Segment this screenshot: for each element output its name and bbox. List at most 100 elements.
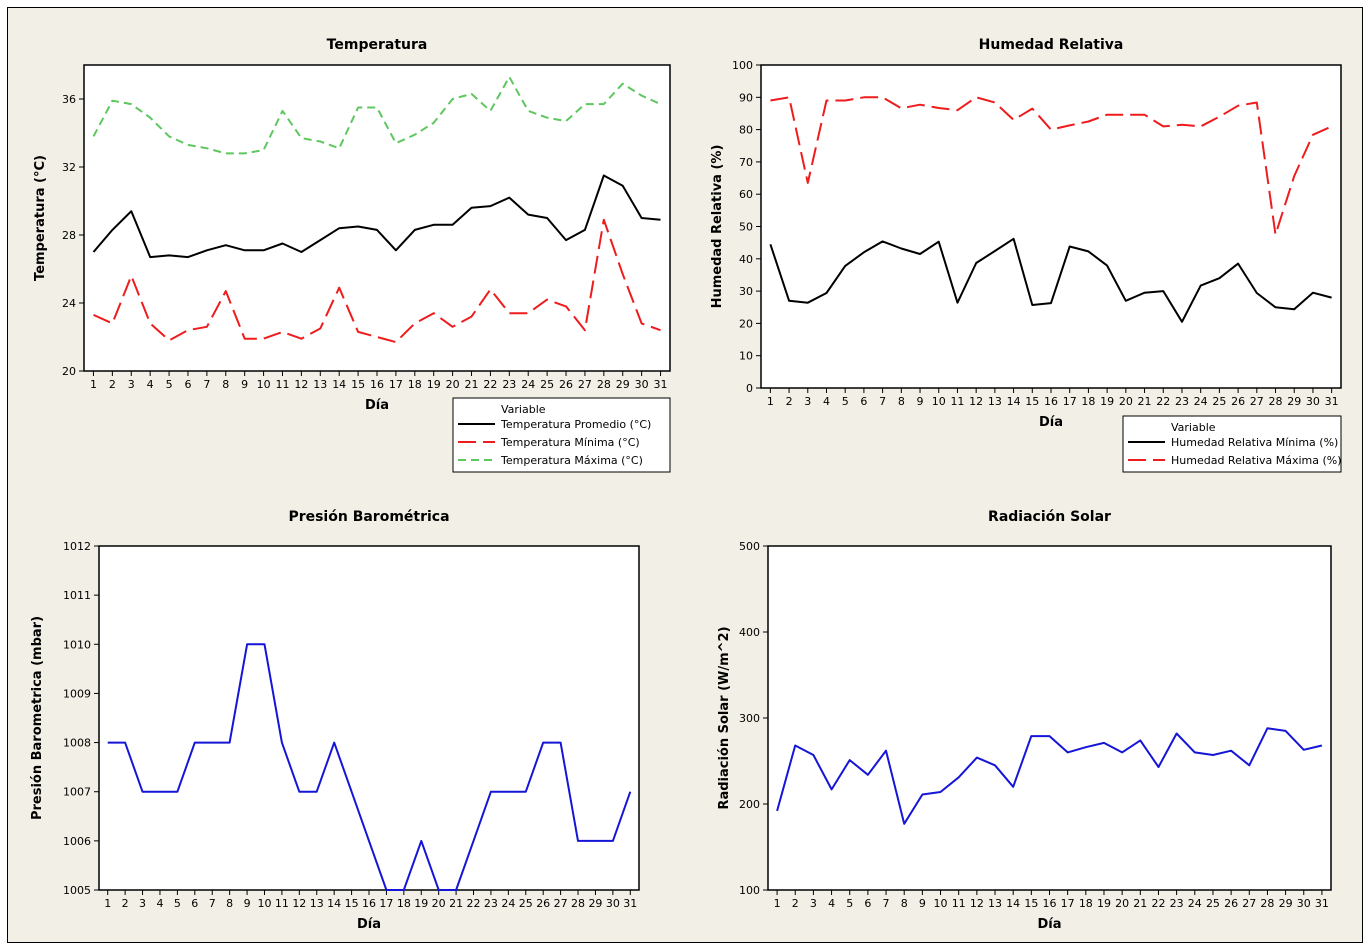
temp-xtick-label: 13 [313,378,327,391]
rad-ytick-label: 100 [739,884,760,897]
temp-xtick-label: 30 [635,378,649,391]
temp-ytick-label: 24 [62,297,76,310]
hum-legend: Variable Humedad Relativa Mínima (%) Humed… [1122,415,1342,473]
temp-xtick-label: 19 [427,378,441,391]
hum-ytick-label: 100 [732,59,753,72]
rad-xtick-label: 12 [970,897,984,910]
pres-xtick-label: 25 [519,897,533,910]
pres-chart: Presión Barométrica 1005 1006 1007 1008 1009 1… [30,509,640,932]
hum-series-1-line [770,96,1333,236]
chart-canvas: Temperatura 20 24 28 32 36 1 2 3 4 5 6 7 8 9 10 11 12 13 14… [7,7,1363,943]
hum-xtick-label: 13 [988,395,1002,408]
temp-xtick-label: 25 [540,378,554,391]
pres-xtick-label: 2 [122,897,129,910]
hum-xtick-label: 26 [1231,395,1245,408]
hum-xtick-label: 9 [917,395,924,408]
temp-xtick-label: 8 [222,378,229,391]
rad-xtick-label: 18 [1079,897,1093,910]
hum-ytick-label: 60 [739,188,753,201]
rad-xtick-label: 24 [1188,897,1202,910]
temp-xtick-label: 2 [109,378,116,391]
pres-xtick-label: 26 [536,897,550,910]
temp-xtick-label: 15 [351,378,365,391]
rad-xtick-label: 16 [1043,897,1057,910]
hum-legend-entry: Humedad Relativa Mínima (%) [1171,436,1338,449]
temp-series-0-line [92,174,661,259]
rad-xtick-label: 1 [774,897,781,910]
rad-ytick-label: 200 [739,798,760,811]
hum-xtick-label: 27 [1250,395,1264,408]
pres-xtick-label: 9 [244,897,251,910]
temp-legend-title: Variable [501,403,546,416]
rad-xtick-label: 7 [883,897,890,910]
rad-xtick-label: 29 [1279,897,1293,910]
temp-xtick-label: 5 [166,378,173,391]
hum-xtick-label: 15 [1025,395,1039,408]
hum-xtick-label: 29 [1287,395,1301,408]
hum-xtick-label: 17 [1063,395,1077,408]
hum-xtick-label: 7 [879,395,886,408]
temp-xtick-label: 26 [559,378,573,391]
rad-xtick-label: 8 [901,897,908,910]
temp-xtick-label: 21 [465,378,479,391]
pres-ytick-label: 1010 [63,638,91,651]
hum-ytick-label: 50 [739,221,753,234]
temp-xtick-label: 7 [203,378,210,391]
rad-ytick-label: 500 [739,540,760,553]
temp-xtick-label: 24 [521,378,535,391]
rad-xlabel: Día [1037,917,1061,932]
rad-xtick-label: 5 [846,897,853,910]
temp-xtick-label: 31 [654,378,668,391]
hum-xtick-label: 6 [860,395,867,408]
hum-xtick-label: 31 [1325,395,1339,408]
pres-xtick-label: 21 [449,897,463,910]
pres-xtick-label: 28 [571,897,585,910]
pres-xtick-label: 30 [606,897,620,910]
rad-xtick-label: 14 [1006,897,1020,910]
pres-xtick-label: 4 [156,897,163,910]
temp-xtick-label: 28 [597,378,611,391]
hum-xtick-label: 2 [786,395,793,408]
pres-xtick-label: 11 [275,897,289,910]
hum-xtick-label: 25 [1212,395,1226,408]
temp-xtick-label: 29 [616,378,630,391]
pres-ytick-label: 1006 [63,835,91,848]
pres-ytick-label: 1012 [63,540,91,553]
temp-xtick-label: 9 [241,378,248,391]
temp-xtick-label: 4 [147,378,154,391]
rad-xtick-label: 25 [1206,897,1220,910]
hum-xtick-label: 16 [1044,395,1058,408]
hum-plot-area [760,64,1342,389]
rad-xtick-label: 6 [864,897,871,910]
hum-xtick-label: 11 [950,395,964,408]
pres-xtick-label: 18 [397,897,411,910]
rad-xtick-label: 11 [952,897,966,910]
pres-plot-area [98,545,640,891]
hum-xtick-label: 19 [1100,395,1114,408]
hum-ytick-label: 30 [739,285,753,298]
pres-xtick-label: 29 [588,897,602,910]
pres-ylabel: Presión Barometrica (mbar) [30,616,45,820]
pres-ytick-label: 1008 [63,737,91,750]
hum-title: Humedad Relativa [979,37,1124,53]
rad-xtick-label: 17 [1061,897,1075,910]
hum-ytick-label: 10 [739,350,753,363]
pres-xtick-label: 15 [345,897,359,910]
pres-xtick-label: 22 [467,897,481,910]
pres-xtick-label: 27 [554,897,568,910]
rad-xtick-label: 13 [988,897,1002,910]
pres-xtick-label: 7 [209,897,216,910]
pres-xtick-label: 13 [310,897,324,910]
temp-xtick-label: 16 [370,378,384,391]
pres-xtick-label: 5 [174,897,181,910]
hum-ytick-label: 40 [739,253,753,266]
hum-xtick-label: 30 [1306,395,1320,408]
rad-xtick-label: 2 [792,897,799,910]
pres-xlabel: Día [357,917,381,932]
hum-xtick-label: 4 [823,395,830,408]
hum-xtick-label: 20 [1119,395,1133,408]
hum-xtick-label: 24 [1194,395,1208,408]
